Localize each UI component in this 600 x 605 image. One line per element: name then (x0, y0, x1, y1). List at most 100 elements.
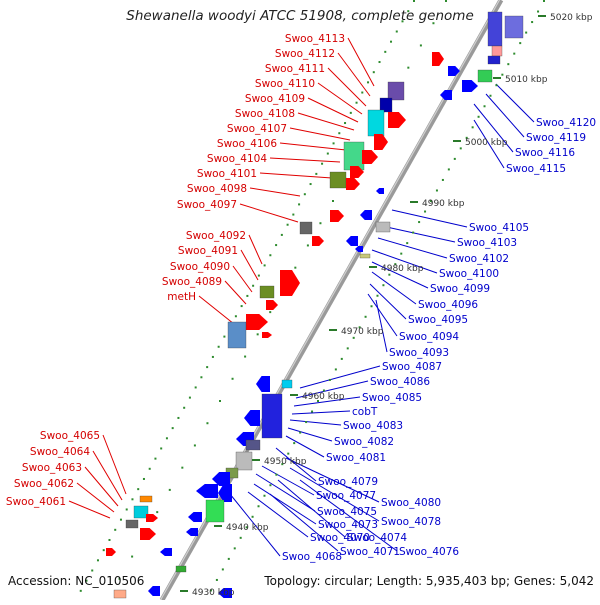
label-leader-left (279, 142, 347, 151)
label-leader-right (269, 493, 339, 552)
gene-label-right: cobT (352, 406, 378, 418)
gene-label-right: Swoo_4082 (334, 436, 394, 448)
gene-label-right: Swoo_4105 (469, 222, 529, 234)
tick-dot-left (390, 40, 393, 43)
gene-label-right: Swoo_4074 (347, 532, 407, 544)
tick-dot-left (263, 264, 266, 267)
gene-label-right: Swoo_4073 (318, 519, 378, 531)
gene-arrow-forward (266, 300, 278, 310)
tick-dot-left (355, 101, 358, 104)
label-leader-left (224, 280, 247, 305)
tick-dot-left (217, 345, 220, 348)
tick-dot-left (321, 162, 324, 165)
tick-dot-left (96, 559, 99, 562)
tick-dot-left (361, 91, 364, 94)
gene-label-left: Swoo_4064 (30, 446, 90, 458)
gene-label-left: Swoo_4062 (14, 478, 74, 490)
tick-dot-right (293, 442, 296, 445)
label-leader-left (198, 295, 235, 325)
tick-dot-left (367, 81, 370, 84)
tick-dot-right (317, 400, 319, 402)
tick-dot-inner (332, 200, 334, 202)
tick-dot-left (131, 498, 134, 501)
tick-dot-left (378, 61, 381, 64)
gene-arrow-forward (312, 236, 324, 246)
tick-dot-right (418, 221, 421, 224)
tick-dot-right (531, 21, 534, 24)
gene-arrow-forward (432, 52, 444, 66)
gene-block (367, 109, 385, 137)
gene-label-left: Swoo_4101 (197, 168, 257, 180)
label-leader-left (76, 482, 115, 513)
tick-dot-right (251, 515, 254, 518)
tick-dot-left (91, 569, 94, 572)
label-leader-right (229, 493, 281, 557)
gene-arrow-reverse (196, 484, 218, 498)
tick-dot-inner (407, 66, 410, 69)
gene-label-left: Swoo_4065 (40, 430, 100, 442)
tick-dot-left (211, 355, 214, 358)
gene-label-left: Swoo_4090 (170, 261, 230, 273)
scale-labels: 5020 kbp 5010 kbp 5000 kbp 4990 kbp 4980 kbp… (180, 13, 593, 598)
tick-dot-right (269, 484, 272, 487)
gene-label-left: Swoo_4063 (22, 462, 82, 474)
tick-dot-left (79, 589, 82, 592)
scale-label: 5010 kbp (505, 75, 548, 85)
gene-label-right: Swoo_4116 (515, 147, 575, 159)
tick-dot-right (447, 168, 450, 171)
tick-dot-left (142, 477, 145, 480)
tick-dot-left (102, 549, 105, 552)
tick-dot-left (148, 467, 151, 470)
scale-label: 4960 kbp (302, 392, 345, 402)
tick-dot-inner (206, 422, 209, 425)
gene-block (281, 379, 293, 389)
label-leader-right (299, 479, 398, 552)
tick-dot-left (338, 132, 341, 135)
scale-label: 4990 kbp (422, 199, 465, 209)
tick-dot-right (382, 284, 385, 287)
tick-dot-inner (118, 577, 121, 580)
tick-dot-right (364, 315, 367, 318)
tick-dot-inner (244, 355, 247, 358)
gene-label-right: Swoo_4076 (399, 546, 459, 558)
gene-arrow-reverse (244, 410, 260, 426)
label-leader-left (248, 234, 263, 265)
tick-dot-right (489, 94, 492, 97)
gene-label-left: Swoo_4107 (227, 123, 287, 135)
label-leader-left (269, 157, 341, 163)
tick-dot-inner (445, 0, 447, 2)
tick-dot-left (269, 254, 272, 257)
label-leader-left (84, 466, 119, 507)
tick-dot-left (326, 152, 329, 155)
label-leader-right (291, 410, 351, 415)
tick-dot-left (280, 233, 283, 236)
tick-dot-right (245, 526, 248, 529)
gene-label-right: Swoo_4085 (362, 392, 422, 404)
gene-block (113, 589, 127, 599)
tick-dot-inner (294, 266, 297, 269)
tick-dot-right (394, 263, 397, 266)
tick-dot-left (188, 396, 191, 399)
gene-label-right: Swoo_4102 (449, 253, 509, 265)
gene-arrow-forward (146, 514, 158, 522)
tick-dot-left (309, 183, 312, 186)
gene-arrow-forward (374, 134, 388, 150)
gene-label-right: Swoo_4115 (506, 163, 566, 175)
tick-dot-left (171, 427, 174, 430)
gene-labels: Swoo_4113 Swoo_4112 Swoo_4111 Swoo_4110 Swoo… (6, 33, 596, 563)
tick-dot-right (435, 189, 438, 192)
gene-arrow-forward (448, 66, 460, 76)
gene-block (379, 97, 393, 113)
gene-arrow-reverse (188, 512, 202, 522)
tick-dot-right (513, 52, 516, 55)
label-leader-right (371, 249, 438, 274)
tick-dot-right (465, 136, 468, 139)
tick-dot-left (194, 386, 197, 389)
gene-label-right: Swoo_4079 (318, 476, 378, 488)
tick-dot-right (221, 568, 224, 571)
tick-dot-right (525, 31, 528, 34)
label-leader-right (485, 93, 525, 138)
tick-dot-right (322, 389, 325, 392)
